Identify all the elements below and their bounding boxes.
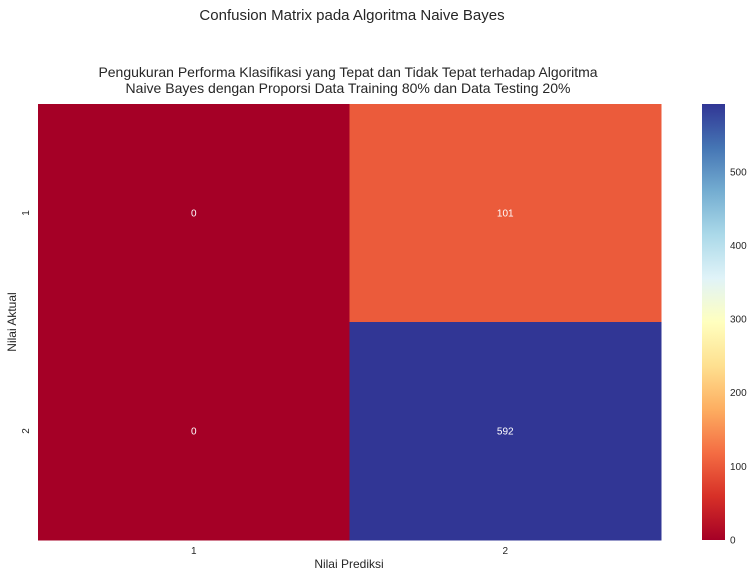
colorbar-tick-label-2: 100 — [730, 462, 747, 473]
cell-annotation-r2-c2: 592 — [497, 427, 514, 438]
colorbar-tick-label-5: 400 — [730, 241, 747, 252]
colorbar — [702, 104, 725, 540]
figure-suptitle: Confusion Matrix pada Algoritma Naive Ba… — [199, 7, 504, 24]
chart-title-line-1: Pengukuran Performa Klasifikasi yang Tep… — [98, 64, 597, 80]
y-tick-label-1: 1 — [21, 210, 32, 216]
heatmap-cell-r1-c2 — [349, 104, 662, 323]
colorbar-tick-label-3: 200 — [730, 388, 747, 399]
heatmap-cells — [38, 104, 662, 541]
y-tick-label-2: 2 — [21, 428, 32, 434]
cell-annotation-r2-c1: 0 — [191, 427, 197, 438]
colorbar-tick-label-4: 300 — [730, 315, 747, 326]
x-tick-label-1: 1 — [191, 546, 197, 557]
colorbar-ticks: 0 100 200 300 400 500 — [730, 167, 747, 546]
cell-annotation-r1-c2: 101 — [497, 209, 514, 220]
colorbar-tick-label-1: 0 — [730, 536, 736, 547]
colorbar-tick-label-6: 500 — [730, 167, 747, 178]
x-tick-label-2: 2 — [502, 546, 508, 557]
y-axis-label: Nilai Aktual — [5, 292, 19, 351]
y-axis-ticks: 12 — [21, 210, 32, 434]
cell-annotation-r1-c1: 0 — [191, 209, 197, 220]
chart-title-line-2: Naive Bayes dengan Proporsi Data Trainin… — [126, 80, 571, 96]
heatmap-cell-r1-c1 — [38, 104, 350, 323]
x-axis-label: Nilai Prediksi — [314, 557, 383, 571]
cell-annotations: 0 101 0 592 — [191, 209, 514, 438]
heatmap-cell-r2-c1 — [38, 322, 350, 541]
heatmap-cell-r2-c2 — [349, 322, 662, 541]
